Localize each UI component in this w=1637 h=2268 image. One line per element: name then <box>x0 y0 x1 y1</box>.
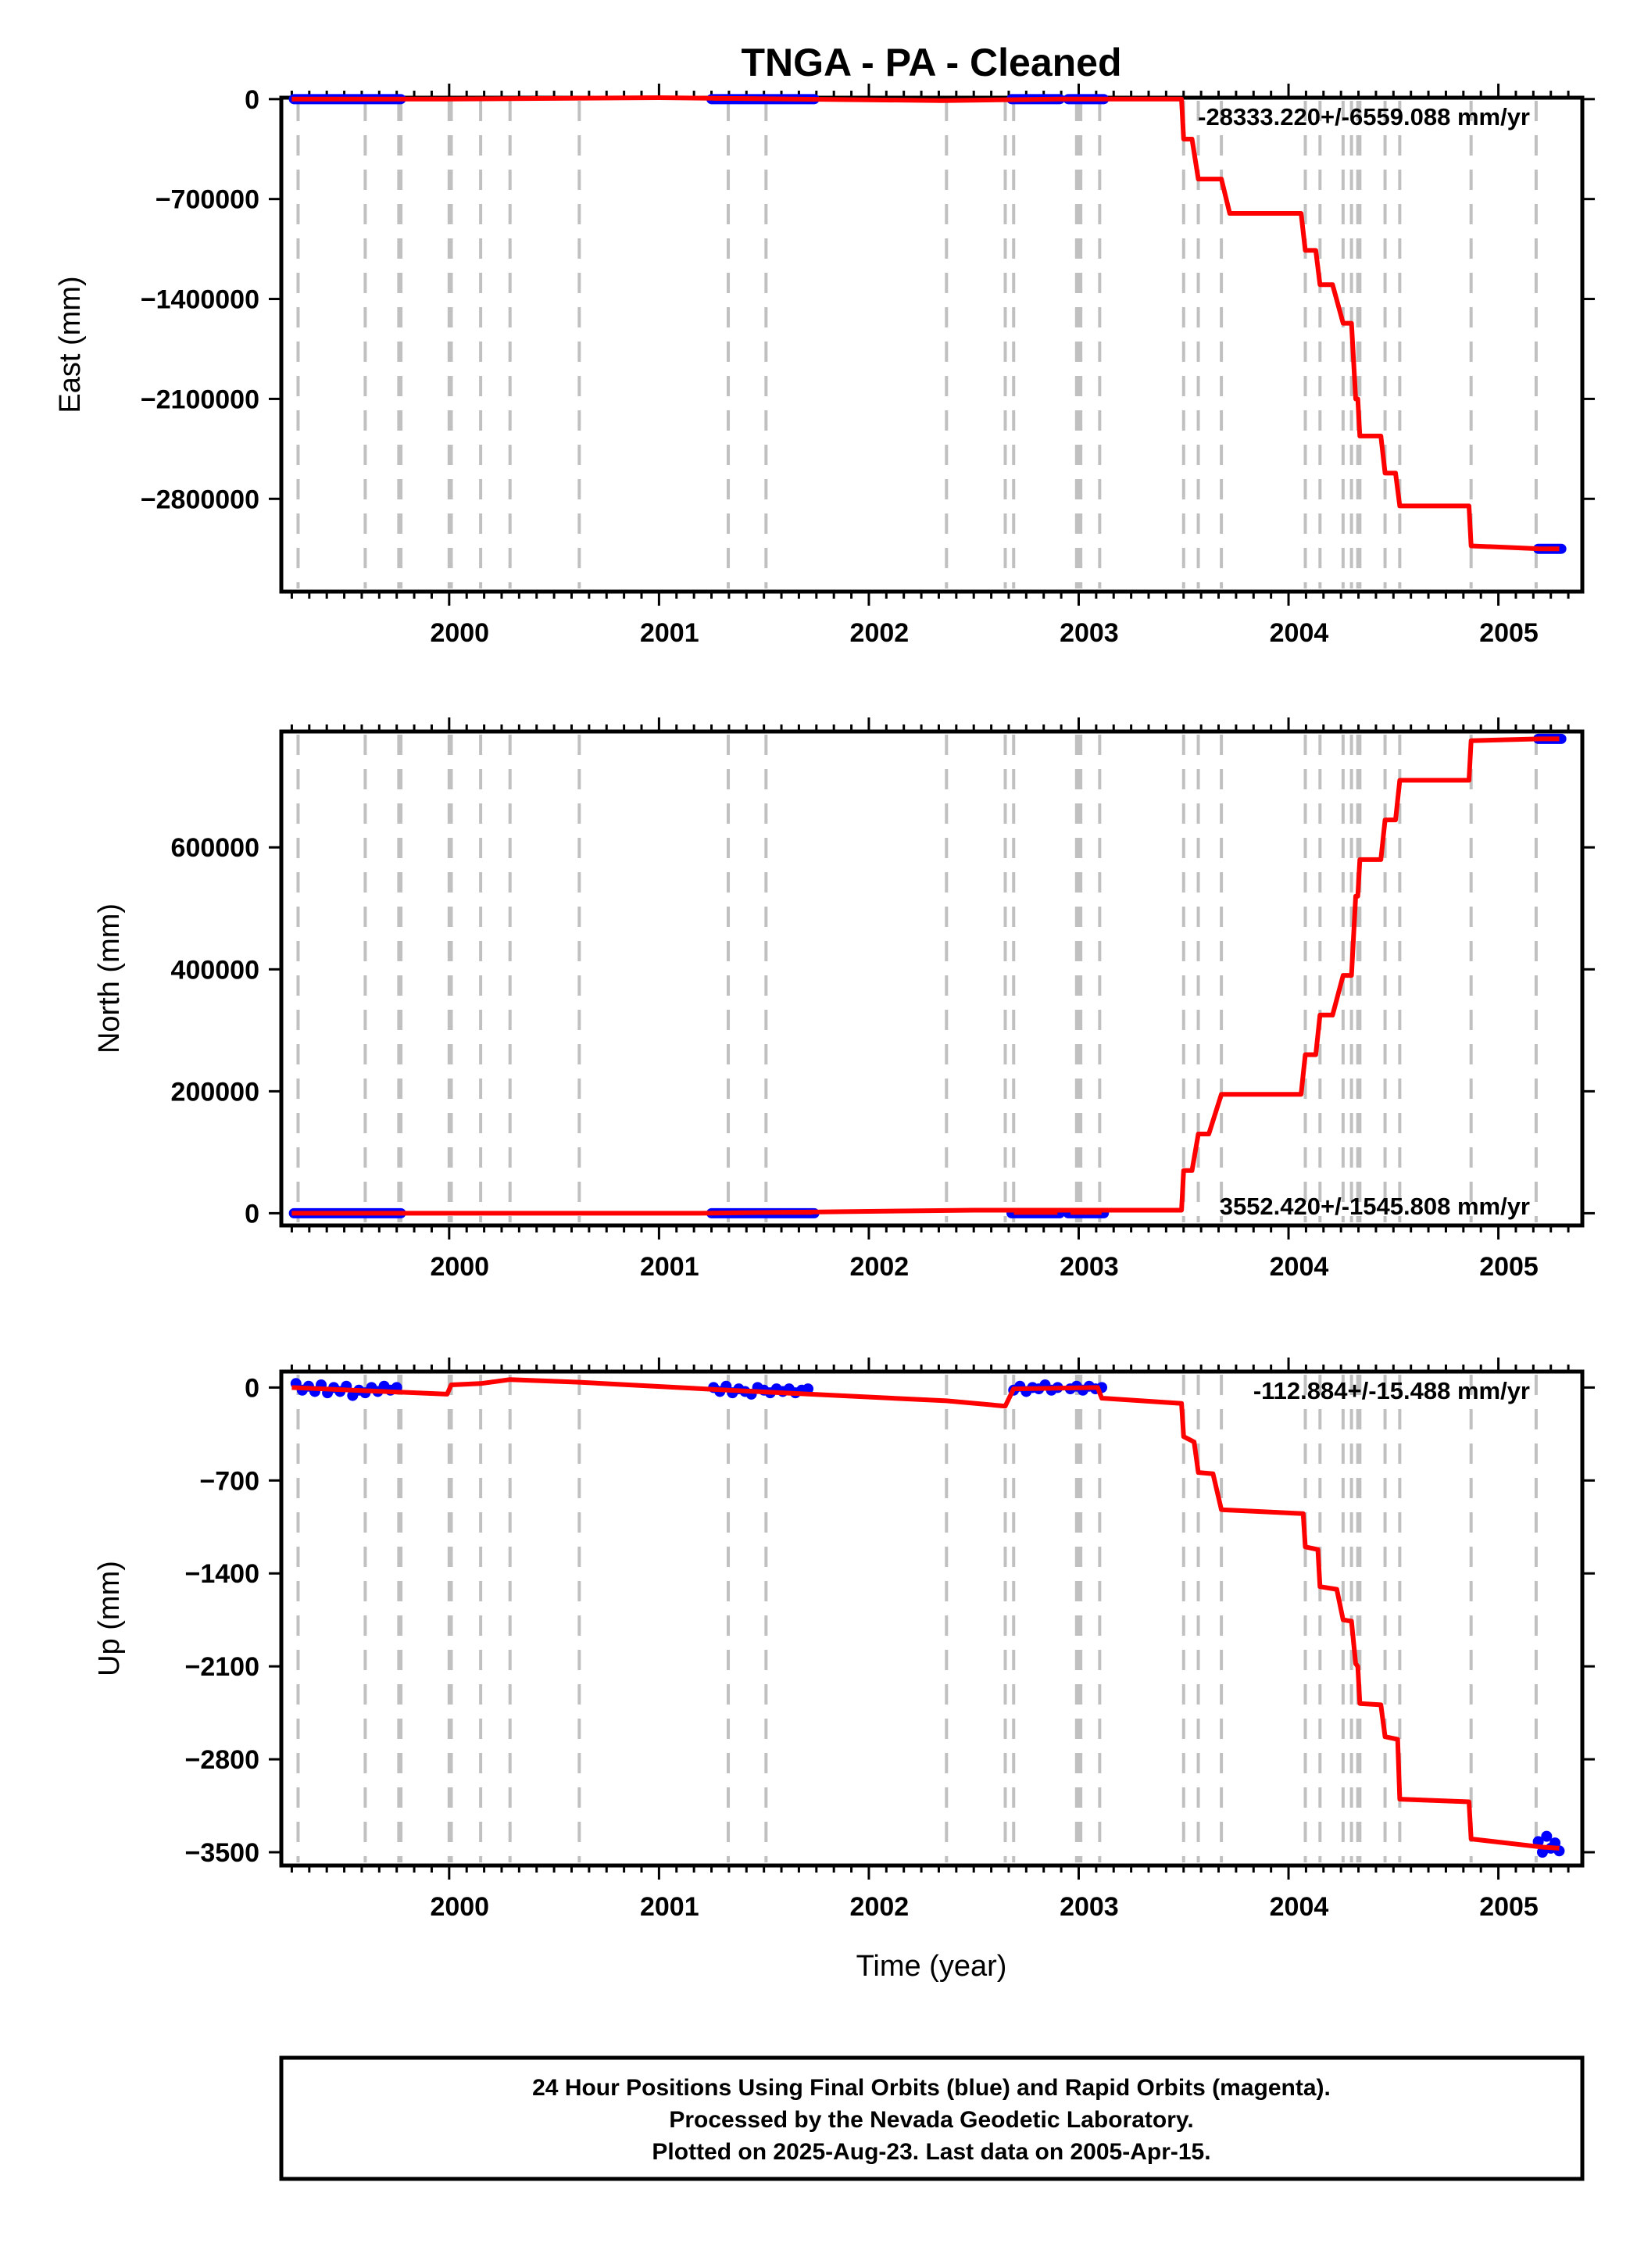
footer-box: 24 Hour Positions Using Final Orbits (bl… <box>279 2055 1585 2181</box>
y-tick-label: −2100000 <box>141 385 259 414</box>
x-tick-label: 2001 <box>640 1892 699 1922</box>
y-axis-label: East (mm) <box>54 276 87 413</box>
rate-annotation: -112.884+/-15.488 mm/yr <box>1253 1377 1530 1404</box>
x-tick-label: 2001 <box>640 618 699 648</box>
model-fit-line <box>291 736 1560 1216</box>
y-tick-label: 600000 <box>171 833 259 863</box>
y-tick-label: −3500 <box>185 1838 260 1868</box>
y-tick-label: −2800 <box>185 1745 260 1775</box>
x-axis-label: Time (year) <box>856 1950 1007 1983</box>
footer-line-2: Processed by the Nevada Geodetic Laborat… <box>669 2107 1193 2133</box>
x-tick-label: 2000 <box>430 1252 489 1282</box>
y-tick-label: −2800000 <box>141 485 259 514</box>
x-tick-label: 2002 <box>850 1892 910 1922</box>
footer-line-3: Plotted on 2025-Aug-23. Last data on 200… <box>652 2139 1210 2165</box>
final-orbit-point <box>802 1383 814 1395</box>
panel-1: 0 −700000 −1400000 −2100000 −2800000 2000 2001… <box>54 84 1595 648</box>
x-tick-label: 2000 <box>430 618 489 648</box>
y-tick-label: −1400000 <box>141 285 259 315</box>
y-tick-label: −700 <box>199 1466 259 1496</box>
x-tick-label: 2005 <box>1479 1892 1539 1922</box>
footer-line-1: 24 Hour Positions Using Final Orbits (bl… <box>532 2075 1331 2101</box>
step-lines <box>296 735 1538 1222</box>
model-fit-line <box>291 95 1560 552</box>
plot-frame <box>279 95 1585 594</box>
y-tick-label: −700000 <box>155 185 259 215</box>
final-orbit-point <box>1541 1830 1553 1842</box>
y-tick-label: 0 <box>245 1199 259 1229</box>
x-tick-label: 2003 <box>1060 1252 1119 1282</box>
step-lines <box>296 1375 1538 1862</box>
rate-annotation: -28333.220+/-6559.088 mm/yr <box>1198 103 1530 131</box>
x-tick-label: 2001 <box>640 1252 699 1282</box>
x-tick-label: 2002 <box>850 618 910 648</box>
plot-frame <box>279 1369 1585 1868</box>
x-tick-label: 2000 <box>430 1892 489 1922</box>
footer-frame <box>279 2055 1585 2181</box>
plot-frame <box>279 729 1585 1228</box>
x-tick-label: 2002 <box>850 1252 910 1282</box>
x-tick-label: 2005 <box>1479 1252 1539 1282</box>
panels-container: 0 −700000 −1400000 −2100000 −2800000 2000 2001… <box>54 84 1595 1922</box>
rate-annotation: 3552.420+/-1545.808 mm/yr <box>1220 1193 1530 1220</box>
y-axis-label: Up (mm) <box>93 1561 126 1676</box>
x-tick-label: 2003 <box>1060 618 1119 648</box>
y-axis-label: North (mm) <box>93 903 126 1054</box>
x-tick-label: 2004 <box>1270 1892 1329 1922</box>
y-tick-label: 0 <box>245 85 259 115</box>
x-tick-label: 2003 <box>1060 1892 1119 1922</box>
chart-title: TNGA - PA - Cleaned <box>741 41 1121 84</box>
y-tick-label: −2100 <box>185 1652 260 1682</box>
panel-3: 0 −700 −1400 −2100 −2800 −3500 2000 2001 2002 200… <box>93 1358 1595 1922</box>
x-tick-label: 2004 <box>1270 618 1329 648</box>
y-tick-label: 400000 <box>171 955 259 985</box>
x-tick-label: 2005 <box>1479 618 1539 648</box>
panel-2: 0 200000 400000 600000 2000 2001 2002 2003 2004 2… <box>93 717 1595 1282</box>
model-fit-line <box>291 1377 1560 1851</box>
y-tick-label: −1400 <box>185 1559 260 1589</box>
x-tick-label: 2004 <box>1270 1252 1329 1282</box>
y-tick-label: 200000 <box>171 1077 259 1107</box>
y-tick-label: 0 <box>245 1373 259 1403</box>
